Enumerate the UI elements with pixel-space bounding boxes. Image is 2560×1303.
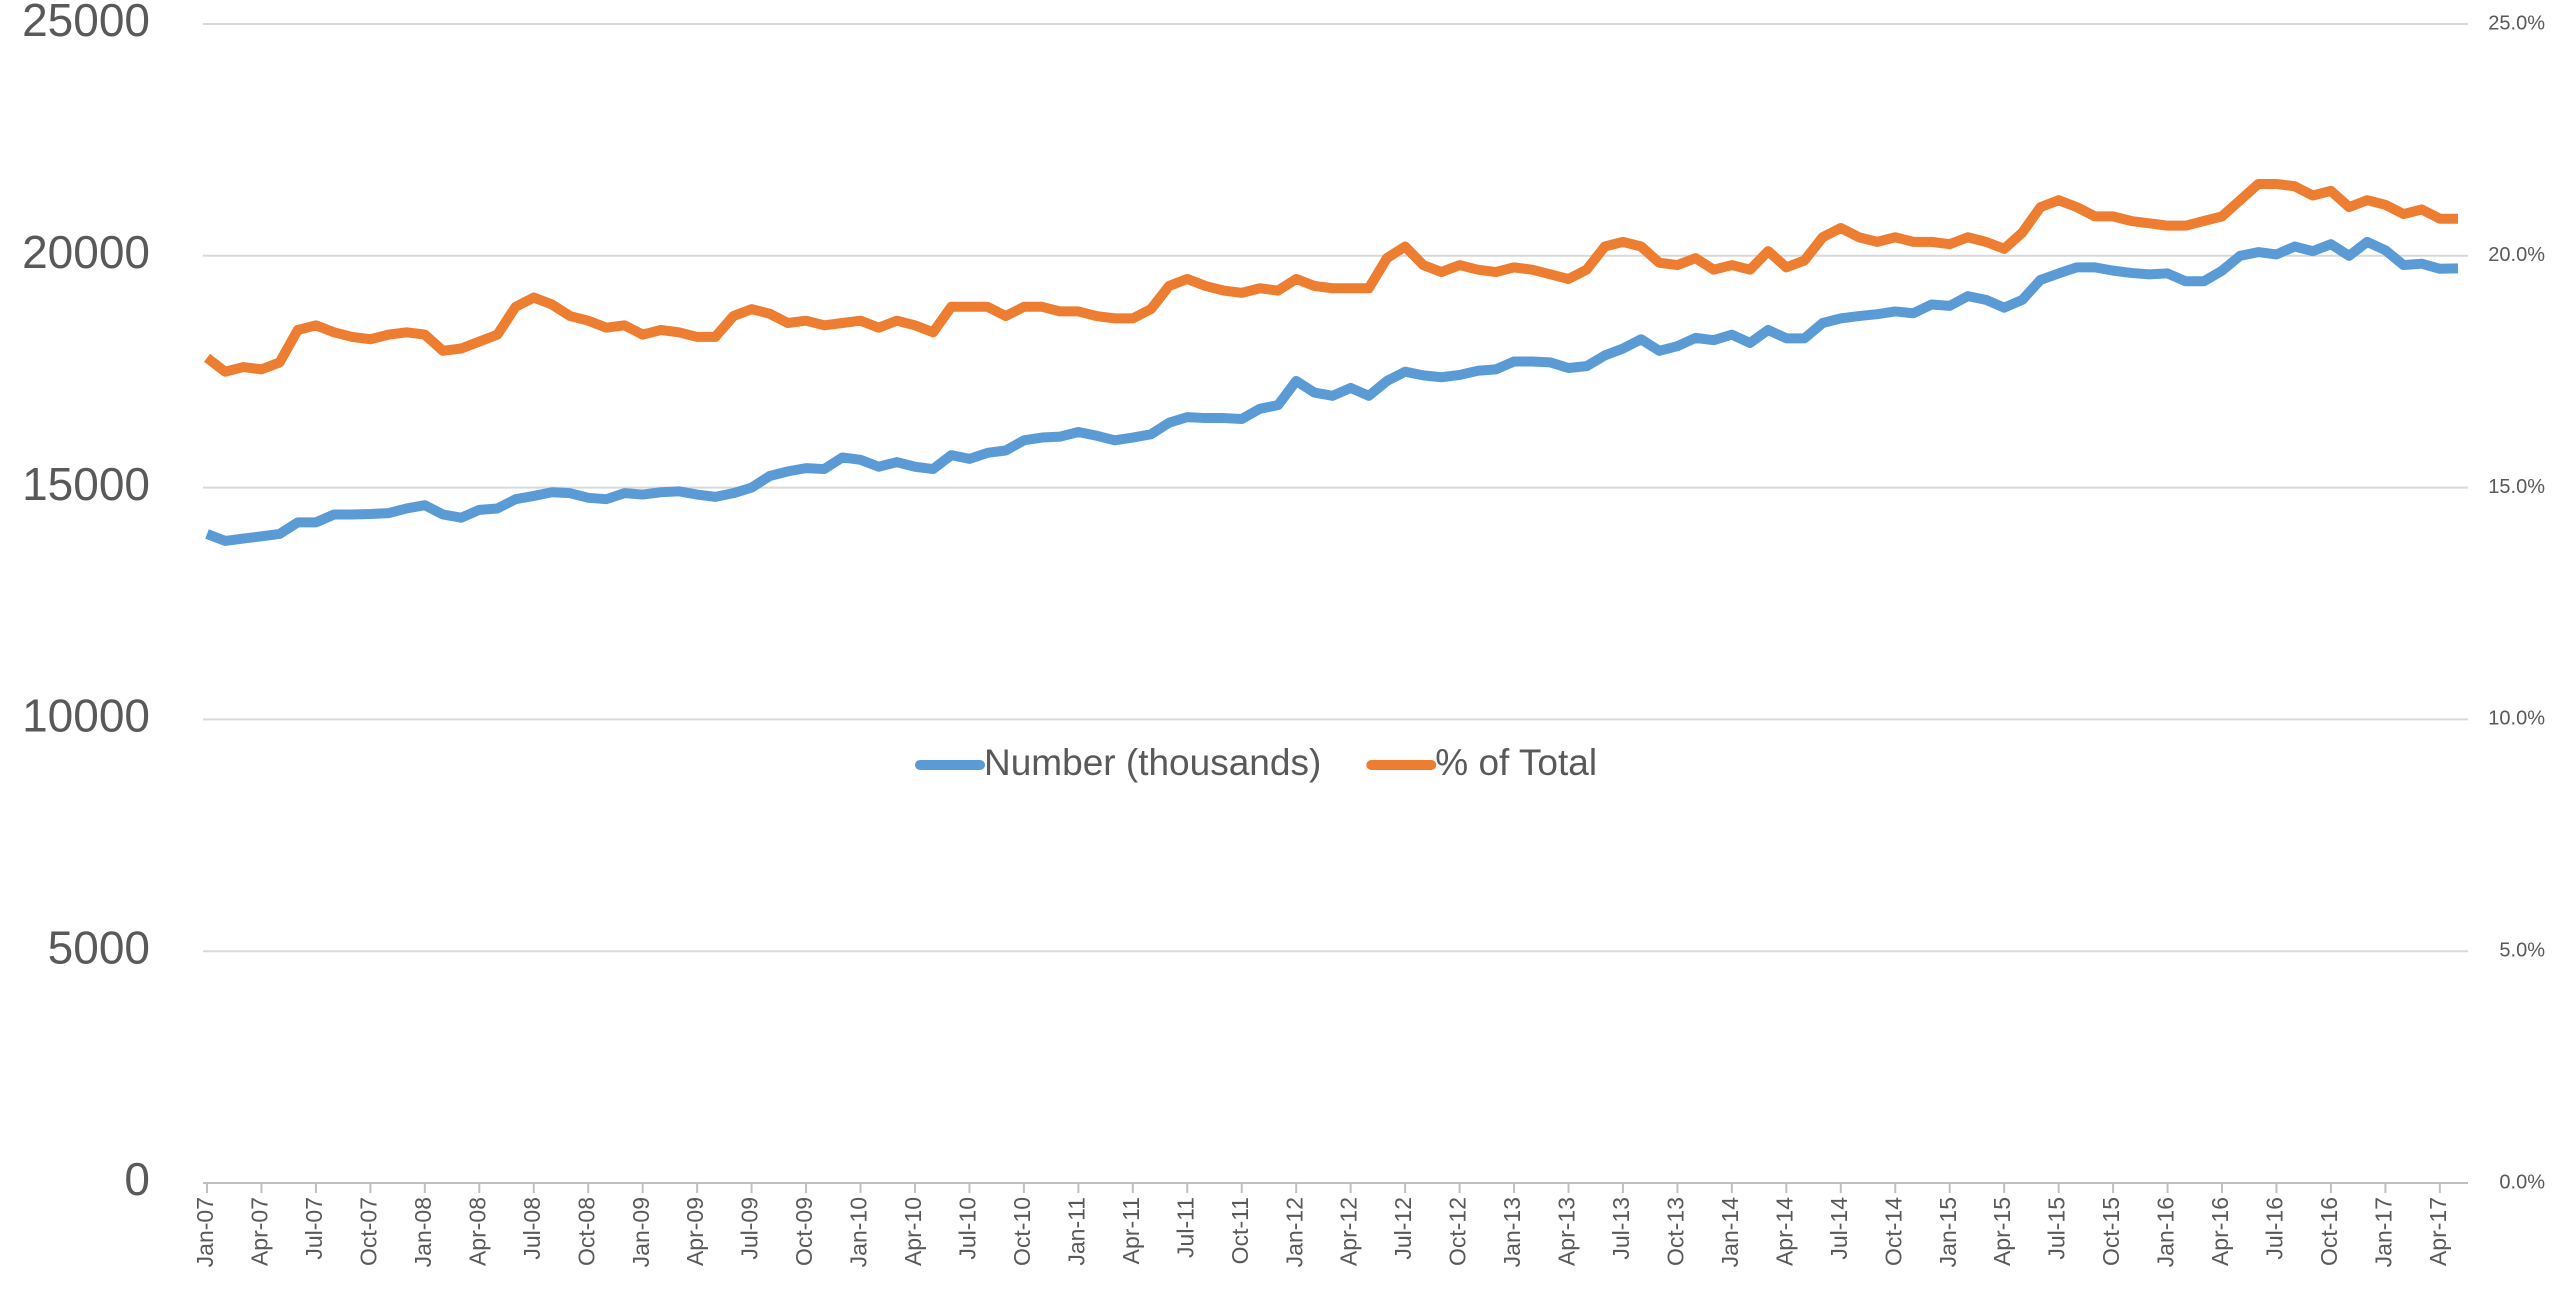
x-tick-label: Jan-16 [2153, 1197, 2179, 1267]
x-tick-label: Jul-16 [2262, 1197, 2288, 1260]
series-line [203, 178, 2458, 377]
x-tick-label: Jul-14 [1826, 1197, 1852, 1260]
x-tick-label: Apr-15 [1989, 1197, 2015, 1266]
x-tick-label: Apr-07 [247, 1197, 273, 1266]
x-tick-label: Jan-12 [1281, 1197, 1307, 1267]
x-tick-label: Oct-11 [1227, 1197, 1253, 1264]
x-tick-label: Apr-12 [1336, 1197, 1362, 1266]
y-tick-label: 0 [124, 1153, 150, 1205]
x-tick-label: Jan-13 [1499, 1197, 1525, 1267]
legend-label: Number (thousands) [984, 742, 1321, 783]
x-tick-label: Apr-10 [900, 1197, 926, 1266]
x-tick-label: Jul-13 [1608, 1197, 1634, 1260]
y2-tick-label: 5.0% [2499, 939, 2545, 961]
y2-tick-label: 25.0% [2488, 12, 2545, 34]
y2-tick-label: 0.0% [2499, 1171, 2545, 1193]
x-tick-label: Jul-09 [737, 1197, 763, 1260]
x-tick-label: Jan-17 [2370, 1197, 2396, 1267]
x-tick-label: Jul-08 [519, 1197, 545, 1260]
x-tick-label: Apr-16 [2207, 1197, 2233, 1266]
x-tick-label: Oct-07 [355, 1197, 381, 1266]
x-tick-label: Oct-13 [1662, 1197, 1688, 1266]
x-tick-label: Apr-13 [1554, 1197, 1580, 1266]
x-tick-label: Jan-09 [628, 1197, 654, 1267]
x-tick-label: Apr-11 [1118, 1197, 1144, 1264]
y2-tick-label: 10.0% [2488, 708, 2545, 730]
x-tick-label: Jan-14 [1717, 1197, 1743, 1268]
y2-tick-label: 20.0% [2488, 244, 2545, 266]
y-tick-label: 5000 [48, 921, 150, 973]
x-tick-label: Apr-09 [682, 1197, 708, 1266]
x-tick-label: Jan-08 [410, 1197, 436, 1267]
legend-label: % of Total [1435, 742, 1597, 783]
x-tick-label: Apr-08 [464, 1197, 490, 1266]
y-tick-label: 15000 [22, 458, 150, 510]
y2-tick-label: 15.0% [2488, 476, 2545, 498]
x-tick-label: Jan-15 [1935, 1197, 1961, 1267]
x-tick-label: Jul-11 [1172, 1197, 1198, 1258]
x-tick-label: Oct-08 [573, 1197, 599, 1266]
x-tick-label: Jul-15 [2044, 1197, 2070, 1260]
x-tick-label: Oct-16 [2316, 1197, 2342, 1266]
x-tick-label: Oct-15 [2098, 1197, 2124, 1266]
x-tick-label: Oct-10 [1009, 1197, 1035, 1266]
x-tick-label: Apr-17 [2425, 1197, 2451, 1266]
x-tick-label: Jul-12 [1390, 1197, 1416, 1260]
y-tick-label: 20000 [22, 226, 150, 278]
x-tick-label: Jul-10 [955, 1197, 981, 1260]
x-tick-label: Jan-10 [846, 1197, 872, 1267]
x-tick-label: Oct-14 [1880, 1197, 1906, 1266]
x-tick-label: Jan-11 [1063, 1197, 1089, 1266]
x-tick-label: Apr-14 [1771, 1197, 1797, 1266]
x-tick-label: Oct-12 [1445, 1197, 1471, 1266]
series-line [205, 236, 2459, 546]
x-tick-label: Jan-07 [192, 1197, 218, 1267]
x-tick-label: Jul-07 [301, 1197, 327, 1260]
y-tick-label: 10000 [22, 690, 150, 742]
x-tick-label: Oct-09 [791, 1197, 817, 1266]
y-tick-label: 25000 [22, 0, 150, 46]
